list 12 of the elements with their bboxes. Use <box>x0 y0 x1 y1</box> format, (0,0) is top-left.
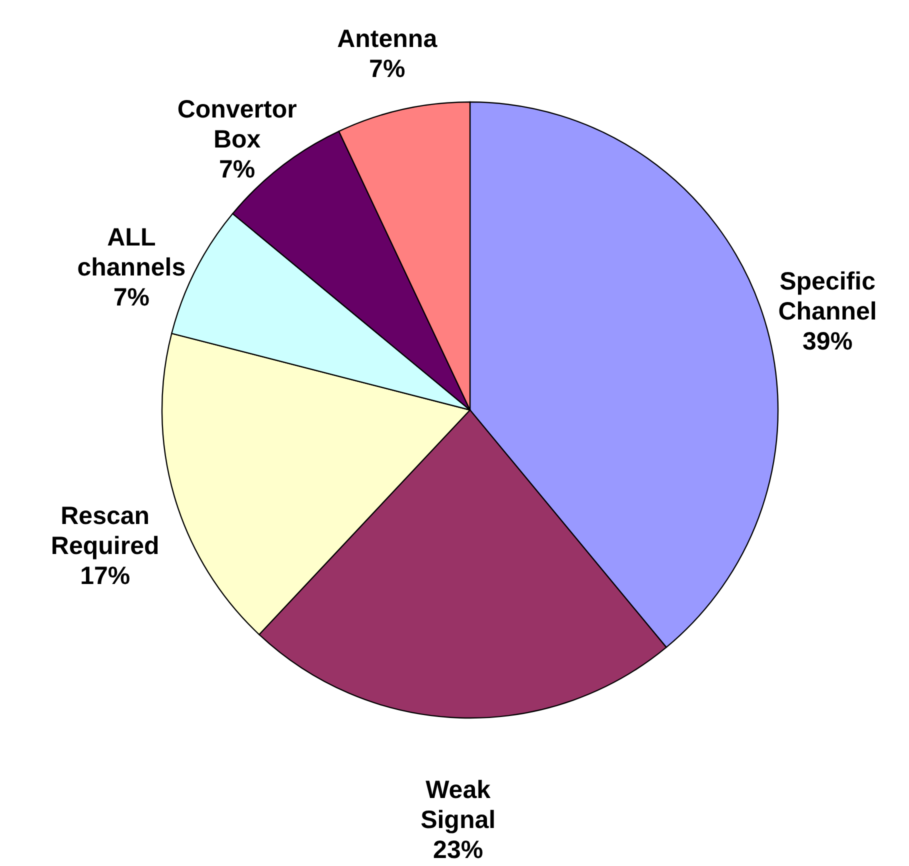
slice-label: Weak Signal <box>420 776 496 834</box>
data-label: 17% <box>80 562 130 590</box>
data-label: 23% <box>433 836 484 864</box>
data-label: 7% <box>369 55 406 84</box>
data-label: 7% <box>219 156 256 184</box>
slice-label: Rescan Required <box>50 502 160 560</box>
data-label: 39% <box>802 327 853 356</box>
data-label: 7% <box>113 283 150 312</box>
slice-label: Antenna <box>337 25 438 54</box>
slice-label: Specific Channel <box>778 267 877 326</box>
slice-label: ALL channels <box>77 223 186 282</box>
slice-label: Convertor Box <box>177 96 298 154</box>
